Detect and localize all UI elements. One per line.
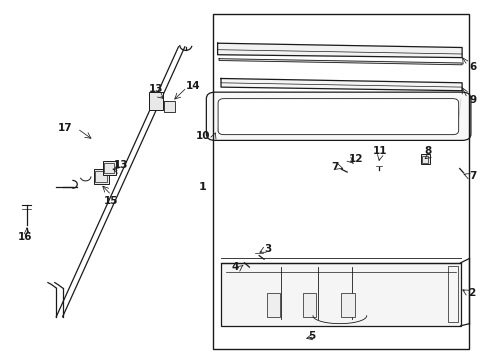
Text: 8: 8 [424,145,431,156]
Text: 5: 5 [307,330,315,341]
Text: 2: 2 [467,288,474,298]
Text: 7: 7 [468,171,476,181]
Text: 14: 14 [185,81,200,91]
FancyBboxPatch shape [206,92,470,140]
Bar [149,92,163,110]
Text: 17: 17 [58,123,72,133]
Polygon shape [217,43,461,58]
Text: 15: 15 [104,196,119,206]
Bar [104,163,114,173]
Text: 1: 1 [198,182,206,192]
Bar [163,101,174,112]
Text: 13: 13 [114,160,128,170]
Bar [94,169,108,184]
Bar [341,293,354,317]
Bar [102,161,116,175]
Text: 12: 12 [348,154,363,165]
Text: 11: 11 [372,145,386,156]
Text: 7: 7 [330,162,338,172]
Polygon shape [221,78,461,91]
Bar [303,293,316,317]
Bar [212,14,468,349]
Bar [95,171,106,182]
FancyBboxPatch shape [218,99,458,135]
Text: 16: 16 [18,232,33,242]
Bar [420,154,429,164]
Bar [421,156,427,163]
Text: 10: 10 [195,131,210,141]
Polygon shape [219,59,461,65]
Bar [447,266,457,322]
Text: 13: 13 [149,84,163,94]
Text: 9: 9 [468,95,476,105]
Bar [266,293,279,317]
Text: 3: 3 [264,244,271,254]
Text: 4: 4 [231,262,238,272]
Bar [221,263,460,326]
Text: 6: 6 [468,62,476,72]
